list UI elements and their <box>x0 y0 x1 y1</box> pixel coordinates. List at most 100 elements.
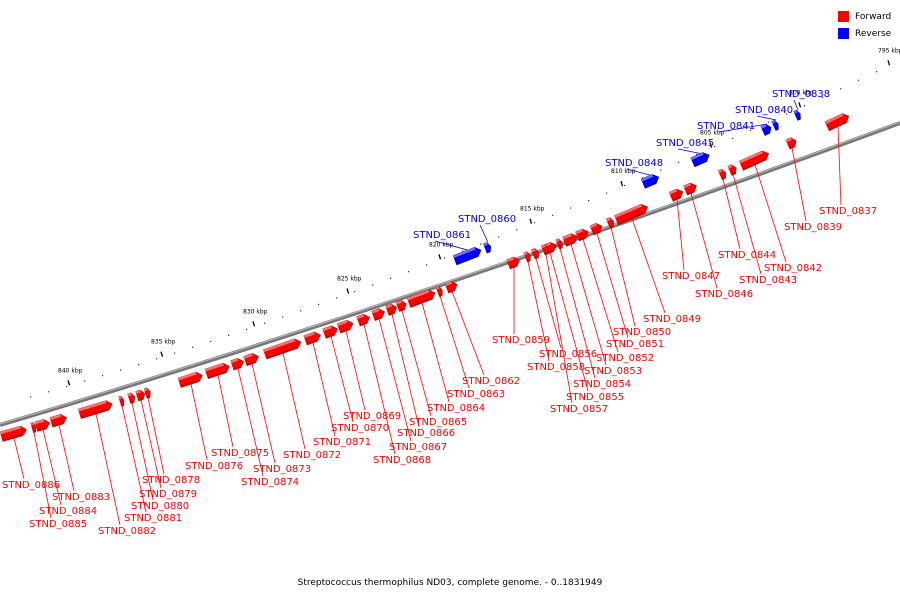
gene-label: STND_0845 <box>656 138 714 149</box>
gene-label: STND_0861 <box>413 230 471 241</box>
scale-minor-dot <box>174 352 176 354</box>
gene-features <box>0 109 851 442</box>
gene-feature[interactable] <box>30 422 38 433</box>
gene-feature[interactable] <box>385 303 399 316</box>
gene-feature[interactable] <box>562 232 580 247</box>
gene-feature[interactable] <box>760 123 773 136</box>
gene-feature[interactable] <box>541 243 550 256</box>
gene-arrow-shadow <box>130 400 135 404</box>
leader-line <box>549 252 589 392</box>
gene-feature[interactable] <box>77 399 113 419</box>
gene-arrow-shadow <box>828 120 847 131</box>
gene-feature[interactable] <box>683 181 698 196</box>
leader-line <box>754 164 787 263</box>
gene-arrow-shadow <box>731 171 736 176</box>
gene-arrow-shadow <box>526 259 531 263</box>
gene-arrow-highlight <box>263 338 296 352</box>
gene-feature[interactable] <box>668 187 685 202</box>
gene-feature[interactable] <box>177 371 204 388</box>
gene-label: STND_0878 <box>142 475 200 486</box>
gene-feature[interactable] <box>135 389 147 402</box>
gene-feature[interactable] <box>435 285 444 297</box>
gene-feature[interactable] <box>555 238 564 250</box>
gene-arrow-shadow <box>388 311 395 316</box>
gene-label: STND_0841 <box>697 121 755 132</box>
scale-tick-mark <box>438 254 442 260</box>
gene-arrow-highlight <box>78 400 107 412</box>
gene-label: STND_0848 <box>605 158 663 169</box>
gene-arrow-shadow <box>438 293 443 297</box>
gene-feature[interactable] <box>406 288 437 308</box>
gene-feature[interactable] <box>322 324 340 339</box>
gene-feature[interactable] <box>143 387 152 399</box>
legend-reverse-swatch <box>838 28 849 39</box>
gene-feature[interactable] <box>34 418 51 432</box>
gene-arrow-highlight <box>356 314 365 320</box>
gene-feature[interactable] <box>793 109 803 121</box>
gene-arrow-highlight <box>690 152 704 160</box>
gene-feature[interactable] <box>118 395 126 407</box>
gene-feature[interactable] <box>717 168 728 181</box>
gene-feature[interactable] <box>444 280 459 294</box>
gene-arrow-highlight <box>760 124 767 129</box>
leader-line <box>545 254 573 404</box>
gene-arrow-highlight <box>303 331 315 338</box>
scale-minor-dot <box>768 121 770 123</box>
gene-feature[interactable] <box>395 299 408 312</box>
gene-feature[interactable] <box>531 248 540 260</box>
gene-feature[interactable] <box>127 392 137 404</box>
gene-arrow-highlight <box>435 286 440 290</box>
scale-minor-dot <box>138 363 140 366</box>
gene-feature[interactable] <box>452 245 483 266</box>
gene-arrow-shadow <box>796 117 801 121</box>
gene-label: STND_0858 <box>527 362 585 373</box>
gene-feature[interactable] <box>336 319 355 334</box>
gene-feature[interactable] <box>523 251 532 263</box>
leader-line <box>190 383 208 461</box>
gene-arrow-highlight <box>575 228 584 235</box>
gene-feature[interactable] <box>589 222 604 236</box>
gene-feature[interactable] <box>824 112 851 132</box>
gene-feature[interactable] <box>575 227 591 242</box>
gene-feature[interactable] <box>0 425 28 442</box>
gene-feature[interactable] <box>204 362 231 379</box>
gene-feature[interactable] <box>263 337 302 360</box>
scale-minor-dot <box>876 71 878 73</box>
gene-feature[interactable] <box>303 330 322 346</box>
gene-feature[interactable] <box>771 119 781 131</box>
scale-minor-dot <box>732 137 734 140</box>
gene-feature[interactable] <box>785 136 798 150</box>
scale-minor-dot <box>264 322 266 324</box>
gene-arrow-shadow <box>447 288 455 293</box>
gene-feature[interactable] <box>483 242 492 254</box>
gene-label: STND_0852 <box>596 353 654 364</box>
gene-feature[interactable] <box>356 313 372 327</box>
leader-line <box>121 405 147 513</box>
gene-feature[interactable] <box>49 413 68 428</box>
leader-line <box>330 336 354 423</box>
gene-feature[interactable] <box>506 255 522 270</box>
scale-tick-mark <box>160 351 164 357</box>
gene-feature[interactable] <box>640 172 661 189</box>
gene-feature[interactable] <box>614 202 649 226</box>
leader-line <box>596 233 629 339</box>
gene-feature[interactable] <box>243 352 260 367</box>
gene-feature[interactable] <box>371 307 387 321</box>
gene-arrow-highlight <box>0 426 22 435</box>
gene-feature[interactable] <box>727 163 738 176</box>
label-leader-lines <box>13 99 842 526</box>
scale-minor-dot <box>606 192 608 194</box>
scale-minor-dot <box>408 271 410 273</box>
gene-label: STND_0850 <box>613 327 671 338</box>
scale-tick-mark <box>252 321 256 327</box>
gene-arrow-shadow <box>617 211 645 225</box>
gene-feature[interactable] <box>230 357 246 371</box>
gene-feature[interactable] <box>738 149 770 171</box>
leader-line <box>13 437 25 480</box>
leader-line <box>631 218 666 314</box>
gene-label: STND_0849 <box>643 314 701 325</box>
gene-feature[interactable] <box>690 150 712 168</box>
scale-ticks: 795 kbp 800 kbp 805 kbp 810 kbp 815 kbp 820 k… <box>30 47 900 398</box>
gene-feature[interactable] <box>605 217 615 229</box>
leader-line <box>217 375 234 448</box>
